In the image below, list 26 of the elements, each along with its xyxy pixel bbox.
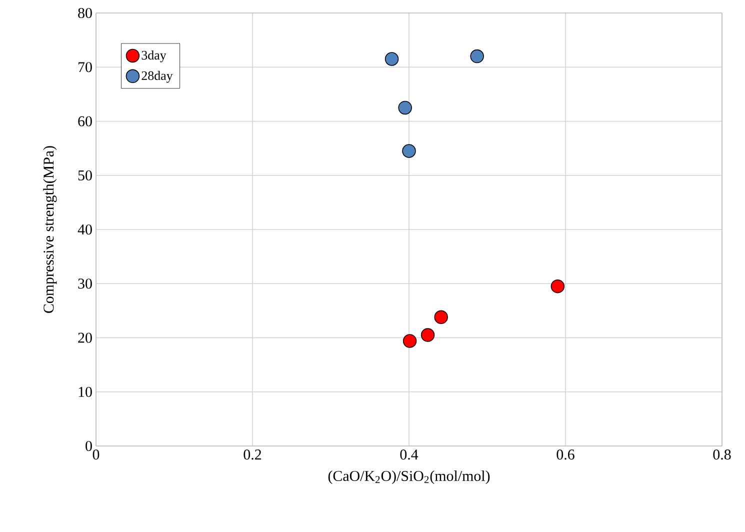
x-tick-label: 0.2 (244, 450, 262, 460)
legend-label: 3day (142, 50, 166, 62)
x-tick-label: 0 (92, 450, 100, 460)
y-tick-label: 0 (86, 440, 92, 452)
point (470, 49, 484, 64)
point (384, 52, 399, 66)
point (402, 334, 417, 348)
x-axis-title: (CaO/K$_{2}$O)/SiO$_{2}$(mol/mol) (328, 470, 490, 484)
y-tick-label: 40 (78, 224, 92, 235)
legend-label: 28day (142, 70, 173, 83)
y-tick-label: 70 (78, 62, 92, 72)
point (550, 279, 565, 294)
point (402, 144, 416, 158)
x-tick-label: 0.4 (400, 450, 418, 460)
point (420, 328, 435, 342)
point (398, 100, 412, 115)
x-tick-label: 0.6 (556, 450, 574, 460)
y-tick-label: 80 (78, 8, 92, 18)
y-axis-title: Compressive strength(MPa) (43, 146, 57, 313)
y-tick-label: 10 (78, 386, 92, 397)
point (434, 310, 448, 324)
y-tick-label: 30 (78, 278, 92, 289)
y-tick-label: 60 (78, 116, 92, 126)
y-tick-label: 20 (78, 332, 92, 343)
x-tick-label: 0.8 (713, 450, 731, 460)
y-tick-label: 50 (78, 170, 92, 180)
